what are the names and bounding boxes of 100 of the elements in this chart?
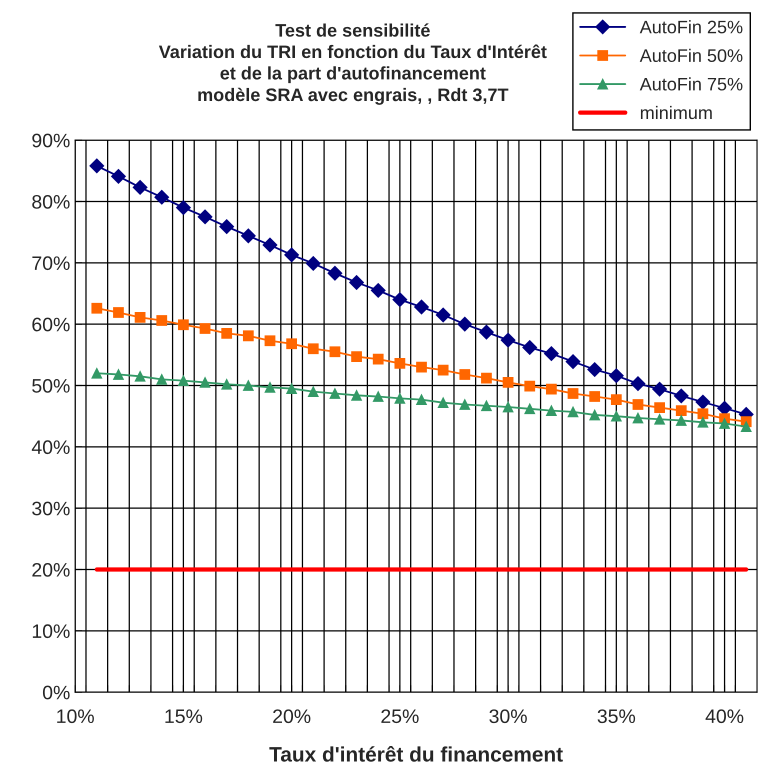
chart-title: Test de sensibilité Variation du TRI en fonction du Taux d'Intérêt et de la part d'autofinancement modèle SRA avec engrais, , Rdt 3,7T <box>158 23 547 105</box>
point <box>719 418 730 429</box>
point <box>632 412 644 424</box>
point <box>698 408 708 420</box>
y-tick-label: 80% <box>32 194 70 209</box>
point <box>438 364 449 376</box>
x-axis-title: Taux d'intérêt du financement <box>269 746 563 762</box>
point <box>221 378 232 390</box>
y-tick-label: 70% <box>32 256 70 270</box>
point <box>221 328 232 339</box>
point <box>544 346 559 361</box>
point <box>200 323 210 334</box>
point <box>89 158 104 174</box>
point <box>502 377 514 388</box>
point <box>652 382 668 397</box>
point <box>156 374 168 385</box>
point <box>328 266 342 281</box>
point <box>459 369 470 380</box>
y-tick-label: 20% <box>32 562 70 577</box>
point <box>113 369 124 380</box>
point <box>178 319 189 330</box>
point <box>589 391 600 402</box>
point <box>524 403 536 414</box>
point <box>654 414 665 425</box>
point <box>568 406 578 418</box>
point <box>696 394 710 410</box>
point <box>113 307 124 318</box>
point <box>630 376 646 392</box>
point <box>589 410 600 420</box>
legend-label: AutoFin 25% <box>640 20 742 34</box>
point <box>330 388 340 399</box>
point <box>306 256 321 271</box>
point <box>351 390 362 401</box>
point <box>546 384 557 395</box>
point <box>132 180 148 195</box>
point <box>240 228 256 244</box>
point <box>264 382 276 393</box>
point <box>308 343 319 354</box>
point <box>522 340 538 355</box>
point <box>632 399 644 410</box>
point <box>111 168 126 184</box>
legend-label: AutoFin 50% <box>640 48 742 62</box>
y-tick-label: 90% <box>32 134 70 148</box>
x-tick-label: 25% <box>381 709 419 724</box>
point <box>414 300 429 314</box>
x-tick-label: 40% <box>706 709 744 724</box>
legend-label: minimum <box>640 106 712 120</box>
point <box>654 402 665 413</box>
point <box>676 415 687 426</box>
point <box>481 400 492 412</box>
point <box>372 354 384 365</box>
y-tick-label: 40% <box>32 440 70 454</box>
point <box>394 358 406 369</box>
point <box>370 283 386 298</box>
point <box>349 275 364 290</box>
point <box>568 388 578 399</box>
point <box>479 324 494 340</box>
point <box>284 247 300 262</box>
point <box>286 338 298 350</box>
point <box>264 335 276 346</box>
point <box>286 383 298 394</box>
point <box>134 312 146 323</box>
point <box>674 388 689 404</box>
point <box>351 351 362 362</box>
point <box>198 209 212 224</box>
point <box>372 391 384 402</box>
point <box>308 386 319 398</box>
point <box>392 292 408 308</box>
point <box>154 190 170 205</box>
point <box>91 302 102 314</box>
point <box>610 394 622 405</box>
point <box>330 346 340 358</box>
y-tick-label: 0% <box>42 686 70 700</box>
point <box>524 380 536 392</box>
point <box>438 397 449 408</box>
x-tick-label: 20% <box>273 709 310 724</box>
point <box>416 362 427 372</box>
point <box>219 219 234 234</box>
point <box>481 372 492 384</box>
point <box>459 399 470 410</box>
point <box>500 332 516 348</box>
point <box>134 370 146 382</box>
y-tick-label: 60% <box>32 318 70 332</box>
point <box>610 410 622 422</box>
point <box>502 402 514 412</box>
point <box>587 362 602 377</box>
y-tick-label: 50% <box>32 378 70 393</box>
point <box>566 354 580 369</box>
point <box>178 375 189 386</box>
x-tick-label: 30% <box>489 709 527 724</box>
point <box>416 394 427 405</box>
x-tick-label: 10% <box>57 709 94 724</box>
point <box>394 392 406 404</box>
y-tick-label: 30% <box>32 502 70 516</box>
point <box>608 368 624 384</box>
point <box>242 380 254 391</box>
legend-label: AutoFin 75% <box>640 77 742 91</box>
x-tick-label: 35% <box>598 709 636 724</box>
point <box>242 330 254 342</box>
point <box>200 377 210 388</box>
